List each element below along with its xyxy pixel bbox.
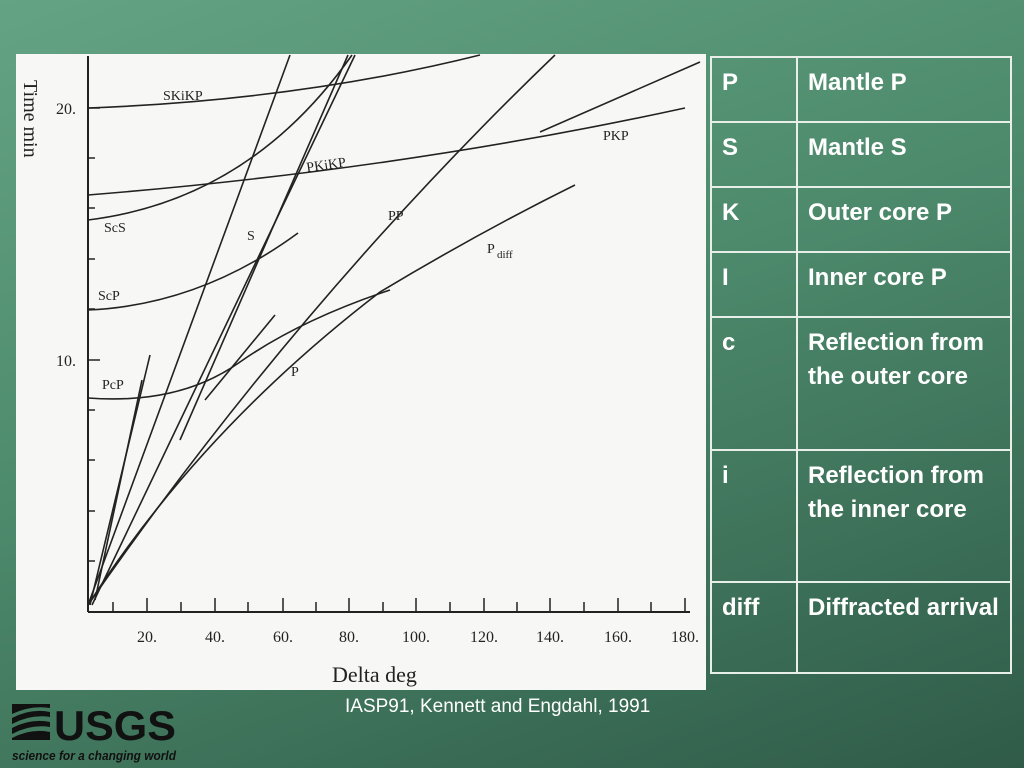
x-tick-label: 20.: [137, 629, 157, 646]
x-axis-label: Delta deg: [332, 662, 417, 687]
curve-label: PKiKP: [305, 156, 347, 176]
usgs-logo: USGS science for a changing world: [12, 702, 177, 763]
curve-label: PcP: [102, 378, 124, 393]
y-tick-label: 20.: [56, 101, 76, 118]
logo-name: USGS: [54, 702, 176, 749]
x-tick-label: 120.: [470, 629, 498, 646]
cell: I: [710, 251, 798, 318]
table-row: S Mantle S: [710, 121, 1012, 188]
curve-label: PP: [388, 209, 404, 224]
curve-label: ScP: [98, 289, 120, 304]
x-tick-label: 80.: [339, 629, 359, 646]
cell: diff: [710, 581, 798, 674]
cell: Inner core P: [796, 251, 1012, 318]
table-row: I Inner core P: [710, 251, 1012, 318]
caption: IASP91, Kennett and Engdahl, 1991: [345, 696, 651, 717]
curve-label: SKiKP: [163, 89, 203, 104]
x-tick-label: 40.: [205, 629, 225, 646]
cell: Diffracted arrival: [796, 581, 1012, 674]
cell: S: [710, 121, 798, 188]
cell: Mantle P: [796, 56, 1012, 123]
axes: [87, 54, 701, 613]
x-tick-label: 140.: [536, 629, 564, 646]
logo-tagline: science for a changing world: [12, 748, 177, 763]
curve-label: ScS: [104, 221, 126, 236]
cell: Reflection from the inner core: [796, 449, 1012, 583]
cell: Mantle S: [796, 121, 1012, 188]
x-tick-label: 180.: [671, 629, 699, 646]
curve-label-subscript: diff: [497, 249, 513, 261]
table-row: K Outer core P: [710, 186, 1012, 253]
cell: Reflection from the outer core: [796, 316, 1012, 451]
figure-background: [16, 54, 706, 690]
travel-time-figure: Time min 10. 20. 20. 40. 60. 80. 100. 12…: [16, 54, 706, 690]
curve-label: PKP: [603, 129, 629, 144]
table-row: diff Diffracted arrival: [710, 581, 1012, 674]
table-row: c Reflection from the outer core: [710, 316, 1012, 451]
x-tick-label: 60.: [273, 629, 293, 646]
cell: Outer core P: [796, 186, 1012, 253]
y-axis-label: Time min: [19, 80, 41, 158]
legend-table: P Mantle P S Mantle S K Outer core P I Inner…: [710, 56, 1012, 674]
table-row: i Reflection from the inner core: [710, 449, 1012, 583]
curves: [87, 54, 701, 606]
x-tick-label: 100.: [402, 629, 430, 646]
cell: P: [710, 56, 798, 123]
x-tick-label: 160.: [604, 629, 632, 646]
cell: c: [710, 316, 798, 451]
curve-label: S: [247, 229, 255, 244]
cell: i: [710, 449, 798, 583]
cell: K: [710, 186, 798, 253]
logo-waves: [12, 704, 50, 740]
table-row: P Mantle P: [710, 56, 1012, 123]
y-tick-label: 10.: [56, 353, 76, 370]
curve-label: P: [291, 365, 299, 380]
curve-label: P: [487, 242, 495, 257]
